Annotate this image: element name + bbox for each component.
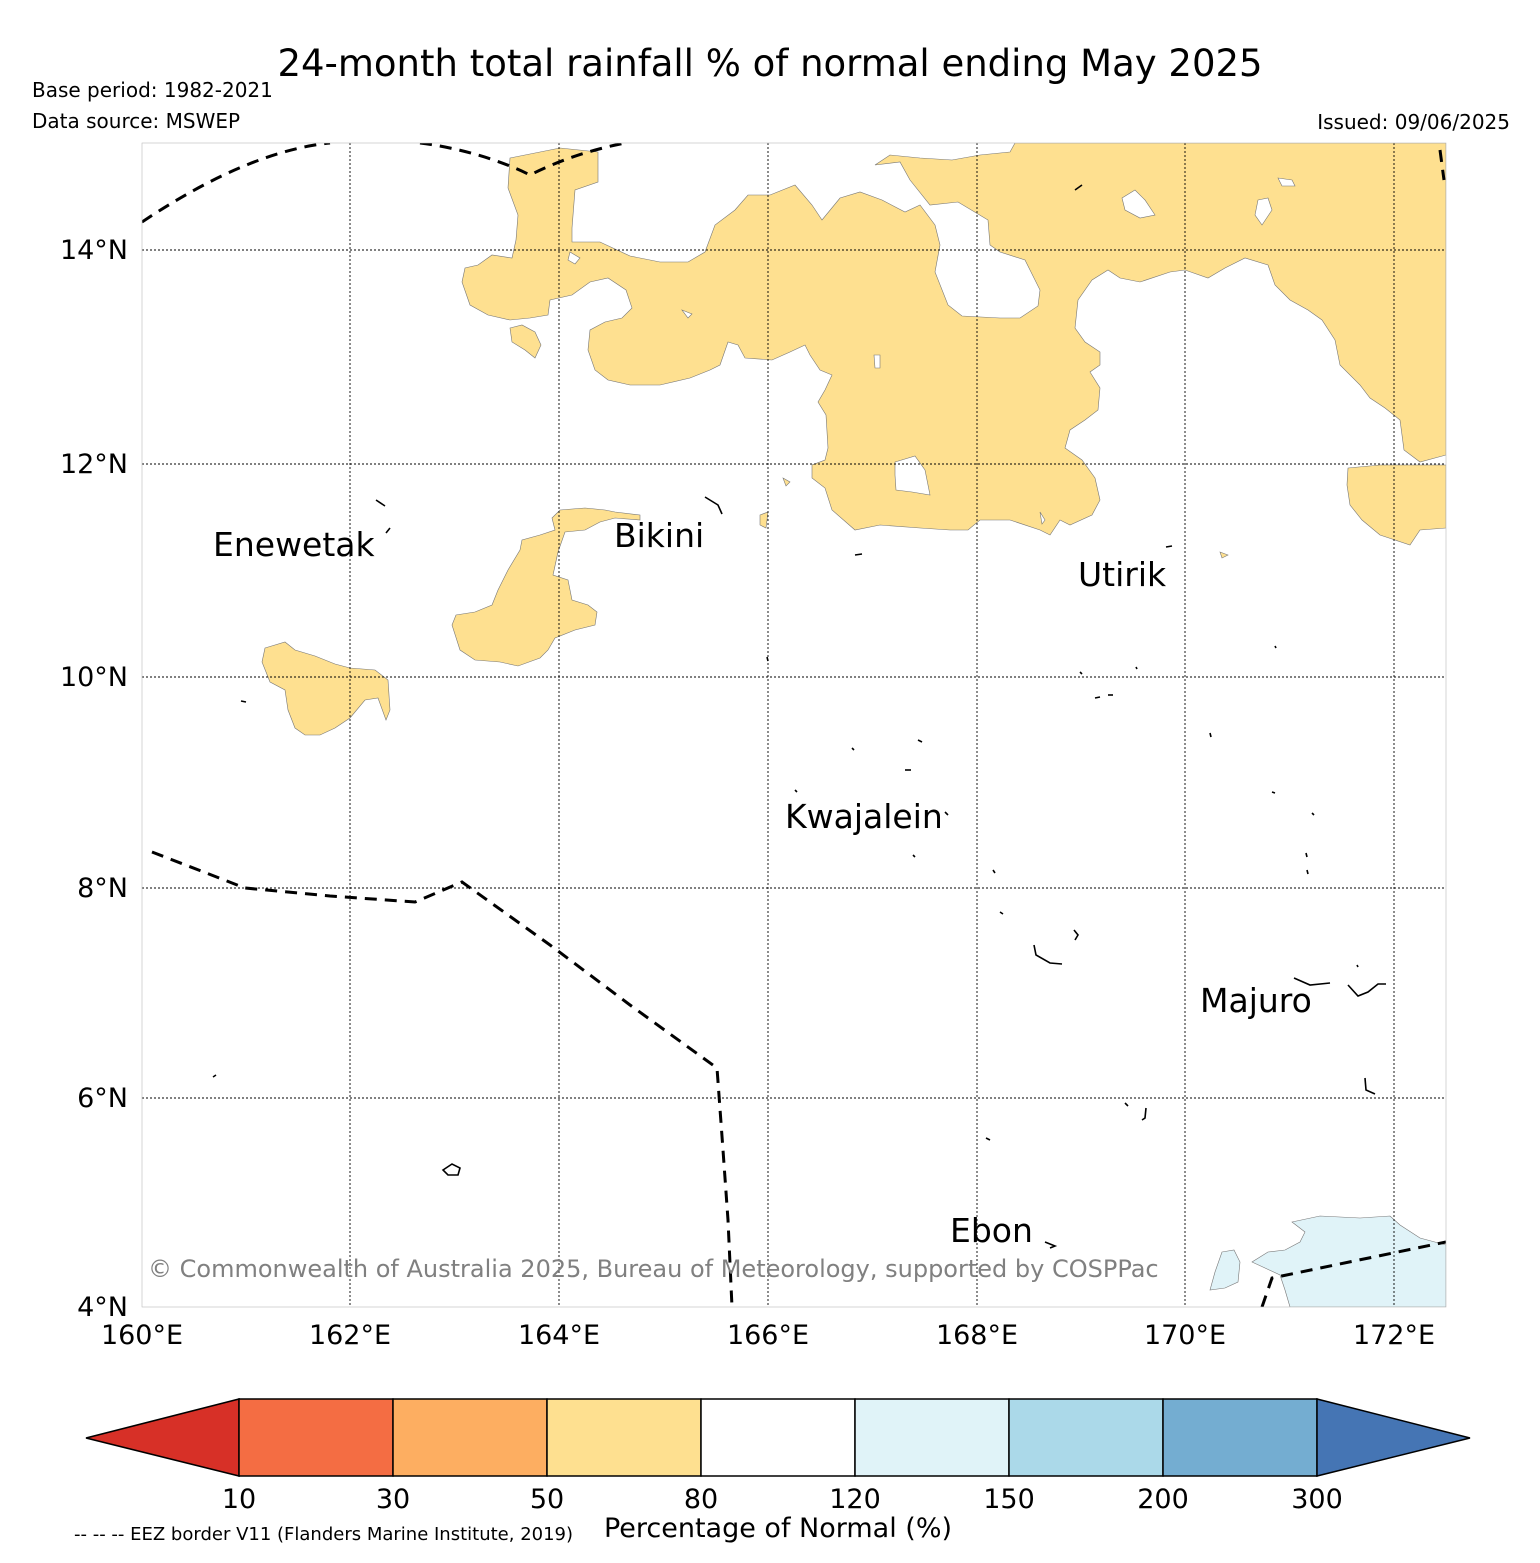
colorbar-segment-30-50 xyxy=(392,1398,548,1477)
colorbar-tick: 30 xyxy=(376,1484,410,1515)
colorbar-segment-10-30 xyxy=(238,1398,394,1477)
lon-label-166e: 166°E xyxy=(727,1320,809,1351)
copyright-notice: © Commonwealth of Australia 2025, Bureau… xyxy=(148,1255,1159,1283)
place-kwajalein: Kwajalein xyxy=(785,797,943,836)
longitude-labels: 160°E 162°E 164°E 166°E 168°E 170°E 172°… xyxy=(101,1320,1435,1351)
colorbar-segment-200-300 xyxy=(1162,1398,1318,1477)
rain-islet-2 xyxy=(759,511,769,529)
lon-label-172e: 172°E xyxy=(1353,1320,1435,1351)
rain-islet-1 xyxy=(509,324,542,359)
map-frame xyxy=(141,142,1447,1308)
lon-label-168e: 168°E xyxy=(936,1320,1018,1351)
normal-region-holes xyxy=(567,177,1296,525)
graticule xyxy=(142,143,1446,1307)
colorbar xyxy=(85,1398,1471,1477)
colorbar-tick: 10 xyxy=(222,1484,256,1515)
place-bikini: Bikini xyxy=(614,516,704,555)
colorbar-segment-120-150 xyxy=(854,1398,1010,1477)
eez-borders xyxy=(142,143,1446,1307)
place-utirik: Utirik xyxy=(1078,555,1167,594)
place-majuro: Majuro xyxy=(1200,981,1312,1020)
rain-region-enewetak xyxy=(261,641,391,736)
above-normal-regions xyxy=(1209,1215,1446,1307)
lat-label-8n: 8°N xyxy=(77,873,128,904)
rain-region-north xyxy=(461,143,1446,536)
lat-label-4n: 4°N xyxy=(77,1292,128,1323)
lat-label-12n: 12°N xyxy=(60,449,128,480)
lon-label-170e: 170°E xyxy=(1144,1320,1226,1351)
colorbar-ticks: 10 30 50 80 120 150 200 300 Percentage o… xyxy=(222,1484,1343,1544)
colorbar-tick: 80 xyxy=(684,1484,718,1515)
issued-date-label: Issued: 09/06/2025 xyxy=(1317,110,1510,134)
place-enewetak: Enewetak xyxy=(213,525,376,564)
map-area: © Commonwealth of Australia 2025, Bureau… xyxy=(142,143,1446,1307)
colorbar-tick: 150 xyxy=(983,1484,1035,1515)
place-ebon: Ebon xyxy=(950,1211,1033,1250)
colorbar-tick: 200 xyxy=(1137,1484,1189,1515)
rain-region-southeast-2 xyxy=(1209,1249,1241,1291)
colorbar-extend-low xyxy=(85,1398,240,1477)
lat-label-14n: 14°N xyxy=(60,235,128,266)
lon-label-160e: 160°E xyxy=(101,1320,183,1351)
place-labels: Enewetak Bikini Utirik Kwajalein Majuro … xyxy=(213,516,1312,1250)
below-normal-regions xyxy=(261,143,1446,736)
colorbar-title: Percentage of Normal (%) xyxy=(604,1513,952,1544)
rain-region-bikini xyxy=(451,507,641,667)
latitude-labels: 14°N 12°N 10°N 8°N 6°N 4°N xyxy=(60,235,128,1323)
colorbar-extend-high xyxy=(1316,1398,1471,1477)
rain-islet-4 xyxy=(1219,551,1229,559)
rain-region-northeast xyxy=(1346,464,1446,546)
colorbar-segment-50-80 xyxy=(546,1398,702,1477)
colorbar-segment-150-200 xyxy=(1008,1398,1164,1477)
lat-label-10n: 10°N xyxy=(60,662,128,693)
colorbar-segment-80-120 xyxy=(700,1398,856,1477)
lon-label-162e: 162°E xyxy=(309,1320,391,1351)
colorbar-tick: 120 xyxy=(829,1484,881,1515)
island-outlines xyxy=(212,184,1386,1249)
rain-islet-3 xyxy=(782,477,791,487)
eez-border-note: -- -- -- EEZ border V11 (Flanders Marine… xyxy=(74,1524,574,1545)
map-title: 24-month total rainfall % of normal endi… xyxy=(277,42,1263,85)
data-source-label: Data source: MSWEP xyxy=(32,109,241,133)
colorbar-tick: 300 xyxy=(1291,1484,1343,1515)
colorbar-tick: 50 xyxy=(530,1484,564,1515)
lat-label-6n: 6°N xyxy=(77,1083,128,1114)
base-period-label: Base period: 1982-2021 xyxy=(32,78,273,102)
lon-label-164e: 164°E xyxy=(518,1320,600,1351)
